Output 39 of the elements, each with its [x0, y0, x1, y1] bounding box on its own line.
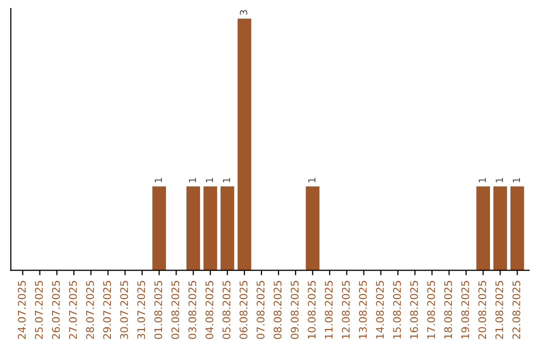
- data-label: 1: [222, 178, 230, 182]
- x-tick-label: 03.08.2025: [188, 280, 196, 339]
- x-tick-label: 13.08.2025: [358, 280, 367, 339]
- x-tick-label: 14.08.2025: [376, 280, 384, 339]
- x-tick-label: 11.08.2025: [324, 280, 333, 339]
- x-tick-label: 05.08.2025: [222, 280, 230, 339]
- x-tick-label: 15.08.2025: [393, 280, 401, 339]
- x-tick-label: 10.08.2025: [308, 280, 316, 339]
- x-tick-label: 27.07.2025: [69, 280, 77, 339]
- x-tick-label: 08.08.2025: [274, 280, 282, 339]
- x-tick-label: 20.08.2025: [478, 280, 486, 339]
- x-tick-label: 06.08.2025: [240, 280, 248, 339]
- x-tick-label: 26.07.2025: [52, 280, 60, 339]
- x-tick-label: 04.08.2025: [205, 280, 214, 339]
- x-tick-label: 21.08.2025: [495, 280, 504, 339]
- data-label: 3: [240, 10, 248, 15]
- data-label: 1: [188, 178, 196, 182]
- data-label: 1: [478, 178, 486, 182]
- x-tick-label: 25.07.2025: [34, 280, 43, 339]
- x-tick-label: 09.08.2025: [290, 280, 299, 339]
- x-tick-label: 18.08.2025: [444, 280, 452, 339]
- x-tick-label: 30.07.2025: [120, 280, 128, 339]
- x-tick-label: 01.08.2025: [154, 280, 162, 339]
- x-tick-label: 24.07.2025: [18, 280, 26, 339]
- data-label: 1: [154, 178, 162, 182]
- data-label: 1: [206, 178, 213, 182]
- x-tick-label: 02.08.2025: [171, 280, 180, 339]
- data-label: 1: [308, 178, 316, 182]
- x-tick-label: 07.08.2025: [256, 280, 264, 339]
- x-tick-label: 28.07.2025: [86, 280, 94, 339]
- x-tick-label: 12.08.2025: [342, 280, 350, 339]
- x-tick-label: 29.07.2025: [103, 280, 112, 339]
- x-tick-label: 17.08.2025: [427, 280, 436, 339]
- data-label: 1: [512, 178, 520, 182]
- x-tick-label: 16.08.2025: [410, 280, 418, 339]
- x-tick-label: 31.07.2025: [137, 280, 146, 339]
- x-tick-label: 19.08.2025: [461, 280, 470, 339]
- x-tick-label: 22.08.2025: [512, 280, 520, 339]
- data-label: 1: [496, 178, 503, 182]
